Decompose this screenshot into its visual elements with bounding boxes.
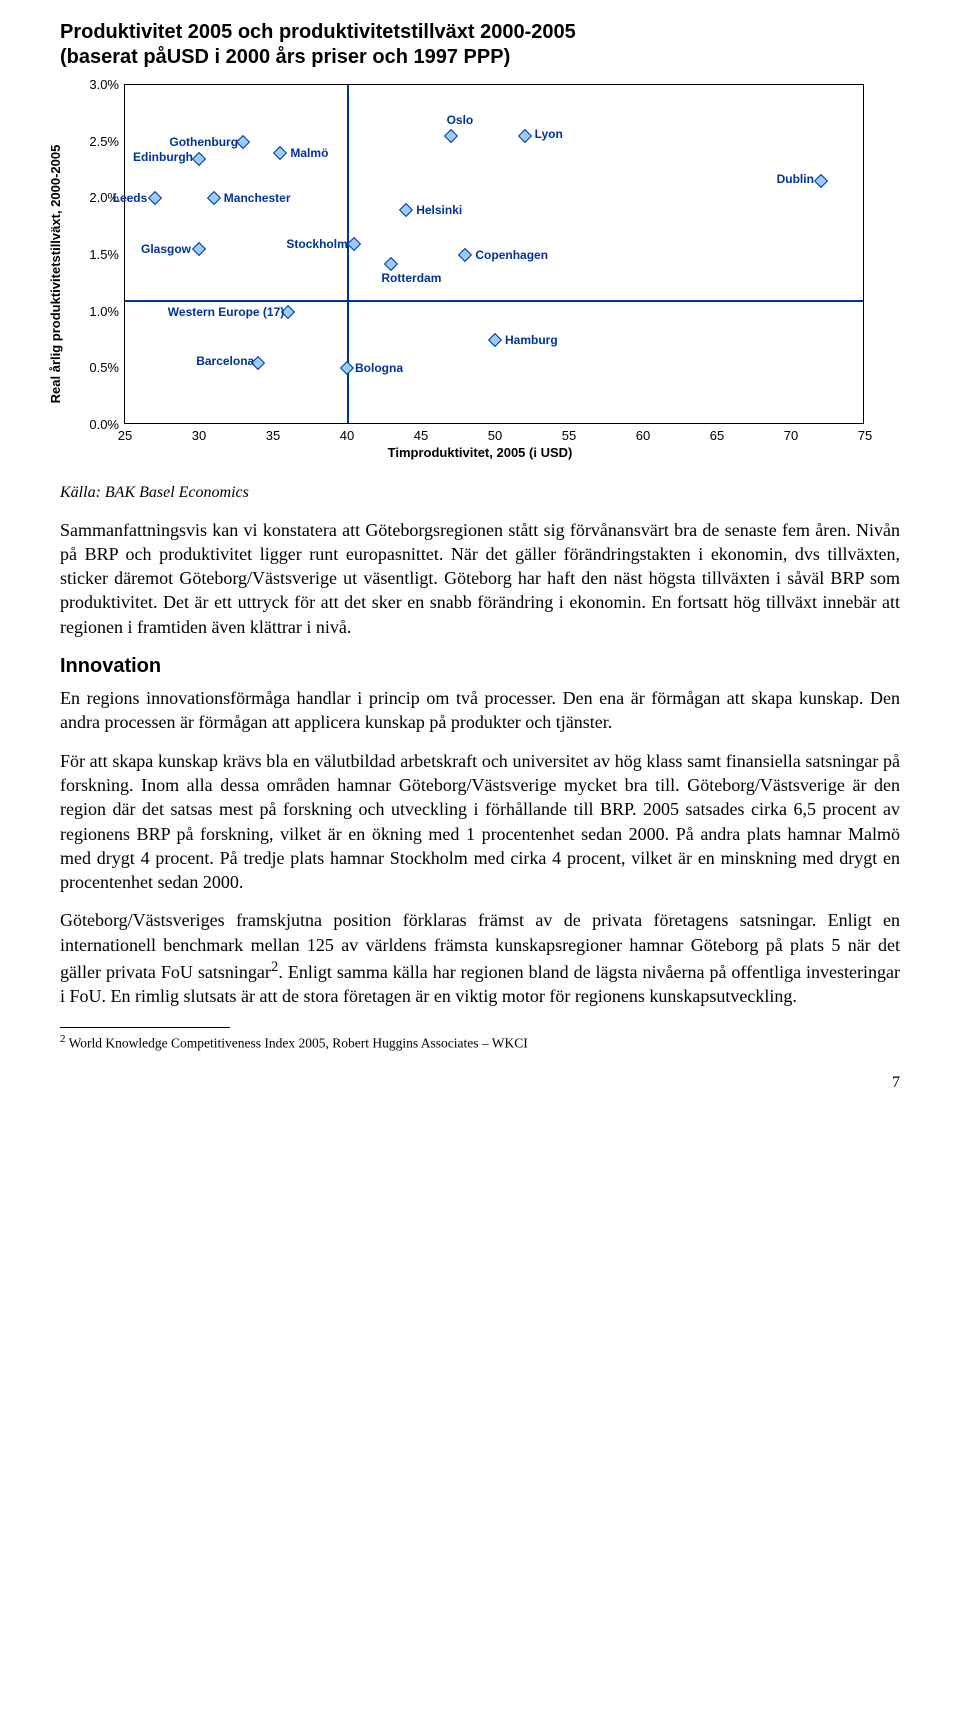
data-point: [458, 248, 472, 262]
data-point-label: Stockholm: [286, 236, 347, 252]
data-point: [488, 333, 502, 347]
crosshair-horizontal: [125, 300, 863, 302]
x-tick: 30: [192, 423, 206, 445]
section-heading-innovation: Innovation: [60, 653, 900, 680]
x-tick: 25: [118, 423, 132, 445]
data-point: [340, 361, 354, 375]
data-point: [518, 129, 532, 143]
data-point: [273, 146, 287, 160]
data-point: [444, 129, 458, 143]
y-tick: 0.5%: [89, 360, 125, 378]
data-point-label: Bologna: [355, 360, 403, 376]
data-point-label: Hamburg: [505, 332, 558, 348]
page-number: 7: [60, 1072, 900, 1094]
data-point: [347, 237, 361, 251]
chart-title-line1: Produktivitet 2005 och produktivitetstil…: [60, 21, 576, 43]
x-tick: 60: [636, 423, 650, 445]
y-tick: 1.5%: [89, 246, 125, 264]
y-axis-label: Real årlig produktivitetstillväxt, 2000-…: [47, 145, 65, 404]
x-tick: 40: [340, 423, 354, 445]
y-tick: 3.0%: [89, 76, 125, 94]
data-point-label: Manchester: [224, 190, 291, 206]
data-point: [148, 191, 162, 205]
data-point-label: Edinburgh: [133, 149, 193, 165]
paragraph-innovation-3: Göteborg/Västsveriges framskjutna positi…: [60, 908, 900, 1008]
scatter-chart: Real årlig produktivitetstillväxt, 2000-…: [60, 74, 900, 474]
y-tick: 1.0%: [89, 303, 125, 321]
x-tick: 45: [414, 423, 428, 445]
data-point-label: Gothenburg: [169, 134, 238, 150]
chart-title-line2: (baserat påUSD i 2000 års priser och 199…: [60, 46, 510, 68]
data-point: [399, 203, 413, 217]
x-tick: 65: [710, 423, 724, 445]
data-point: [207, 191, 221, 205]
x-tick: 55: [562, 423, 576, 445]
data-point: [236, 135, 250, 149]
data-point: [192, 242, 206, 256]
x-tick: 70: [784, 423, 798, 445]
data-point: [192, 152, 206, 166]
footnote: 2 World Knowledge Competitiveness Index …: [60, 1032, 900, 1053]
data-point-label: Oslo: [447, 112, 474, 128]
data-point-label: Western Europe (17): [168, 304, 284, 320]
paragraph-innovation-2: För att skapa kunskap krävs bla en välut…: [60, 749, 900, 895]
data-point-label: Glasgow: [141, 241, 191, 257]
data-point-label: Leeds: [113, 190, 148, 206]
plot-area: 0.0%0.5%1.0%1.5%2.0%2.5%3.0%253035404550…: [124, 84, 864, 424]
data-point-label: Dublin: [777, 171, 814, 187]
chart-title: Produktivitet 2005 och produktivitetstil…: [60, 20, 900, 70]
data-point-label: Lyon: [535, 126, 563, 142]
paragraph-innovation-1: En regions innovationsförmåga handlar i …: [60, 686, 900, 735]
data-point-label: Helsinki: [416, 202, 462, 218]
y-tick: 2.5%: [89, 133, 125, 151]
chart-source: Källa: BAK Basel Economics: [60, 482, 900, 504]
data-point-label: Barcelona: [196, 353, 254, 369]
data-point-label: Copenhagen: [475, 247, 548, 263]
footnote-text: World Knowledge Competitiveness Index 20…: [66, 1035, 528, 1050]
data-point-label: Rotterdam: [381, 270, 441, 286]
data-point-label: Malmö: [290, 145, 328, 161]
x-tick: 50: [488, 423, 502, 445]
data-point: [384, 257, 398, 271]
x-tick: 75: [858, 423, 872, 445]
data-point: [814, 174, 828, 188]
paragraph-summary: Sammanfattningsvis kan vi konstatera att…: [60, 518, 900, 639]
x-axis-label: Timproduktivitet, 2005 (i USD): [388, 444, 573, 462]
x-tick: 35: [266, 423, 280, 445]
footnote-separator: [60, 1027, 230, 1028]
